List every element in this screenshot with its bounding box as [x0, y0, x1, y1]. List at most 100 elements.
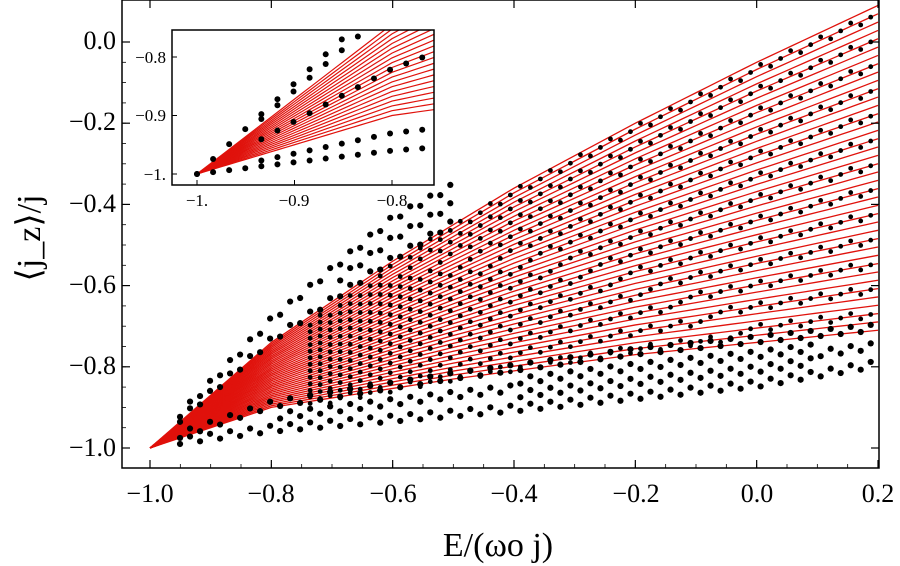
data-point — [317, 424, 324, 431]
data-point — [797, 334, 804, 342]
data-point — [677, 376, 684, 383]
data-point — [757, 338, 764, 346]
inset-data-point — [306, 147, 313, 154]
data-point — [578, 152, 583, 158]
data-point — [708, 274, 713, 279]
data-point — [797, 376, 804, 383]
data-point — [337, 310, 343, 316]
data-point — [527, 400, 534, 407]
data-point — [287, 321, 294, 329]
data-point — [377, 338, 383, 344]
data-point — [527, 214, 533, 220]
data-point — [588, 235, 593, 241]
data-point — [477, 361, 483, 367]
data-point — [487, 316, 493, 322]
data-point — [637, 395, 644, 402]
data-point — [628, 235, 633, 240]
data-point — [567, 368, 574, 375]
data-point — [858, 120, 864, 126]
data-point — [327, 389, 334, 396]
curve-line — [149, 138, 879, 449]
data-point — [186, 405, 194, 412]
data-point — [357, 369, 363, 375]
y-tick-label: −1.0 — [69, 433, 116, 462]
data-point — [847, 323, 854, 331]
data-point — [548, 268, 553, 274]
curve-line — [149, 29, 879, 449]
data-point — [608, 299, 613, 305]
data-point — [858, 96, 864, 101]
data-point — [668, 219, 673, 225]
data-point — [347, 349, 353, 355]
data-point — [668, 323, 673, 329]
data-point — [236, 432, 244, 440]
data-point — [618, 155, 623, 160]
data-point — [477, 374, 483, 379]
data-point — [558, 308, 563, 314]
data-point — [487, 276, 493, 282]
data-point — [657, 393, 664, 400]
data-point — [627, 390, 634, 397]
data-point — [818, 151, 824, 157]
data-point — [337, 333, 343, 339]
inset-data-point — [435, 125, 441, 131]
data-point — [588, 301, 593, 307]
data-point — [467, 405, 474, 413]
data-point — [588, 284, 593, 290]
data-point — [658, 225, 663, 231]
data-point — [748, 283, 753, 289]
curve-line — [149, 213, 879, 449]
data-point — [457, 277, 463, 282]
data-point — [517, 240, 523, 246]
data-point — [317, 312, 323, 318]
data-point — [397, 417, 404, 425]
data-point — [658, 309, 663, 315]
data-point — [357, 390, 364, 397]
data-point — [708, 314, 713, 320]
data-point — [487, 201, 493, 206]
data-point — [658, 262, 663, 268]
data-point — [487, 263, 493, 269]
data-point — [618, 345, 623, 351]
data-point — [628, 217, 633, 223]
data-point — [497, 283, 503, 288]
data-point — [507, 192, 513, 198]
data-point — [377, 329, 383, 335]
data-point — [387, 370, 393, 376]
curve-line — [149, 21, 879, 449]
data-point — [838, 148, 844, 153]
data-point — [688, 216, 693, 222]
data-point — [427, 279, 433, 285]
data-point — [677, 361, 684, 369]
data-point — [707, 337, 714, 345]
data-point — [487, 369, 493, 375]
data-point — [447, 343, 453, 349]
data-point — [578, 184, 583, 190]
data-point — [628, 164, 633, 170]
data-point — [407, 348, 413, 354]
data-point — [568, 239, 573, 245]
data-point — [327, 342, 333, 347]
data-point — [868, 89, 874, 94]
data-point — [507, 206, 513, 212]
data-point — [417, 222, 424, 229]
data-point — [778, 56, 784, 61]
data-point — [437, 328, 443, 334]
data-point — [578, 232, 583, 238]
data-point — [697, 389, 704, 396]
data-point — [798, 50, 804, 55]
plot-frame — [121, 0, 880, 469]
data-point — [788, 160, 794, 166]
data-point — [738, 288, 743, 294]
inset-data-point — [242, 126, 249, 133]
data-point — [748, 326, 753, 332]
data-point — [758, 213, 764, 219]
data-point — [868, 14, 874, 20]
data-point — [848, 238, 854, 244]
data-point — [437, 294, 443, 300]
data-point — [277, 402, 284, 410]
data-point — [417, 416, 424, 423]
data-point — [407, 286, 413, 291]
data-point — [297, 426, 304, 433]
data-point — [527, 301, 533, 307]
